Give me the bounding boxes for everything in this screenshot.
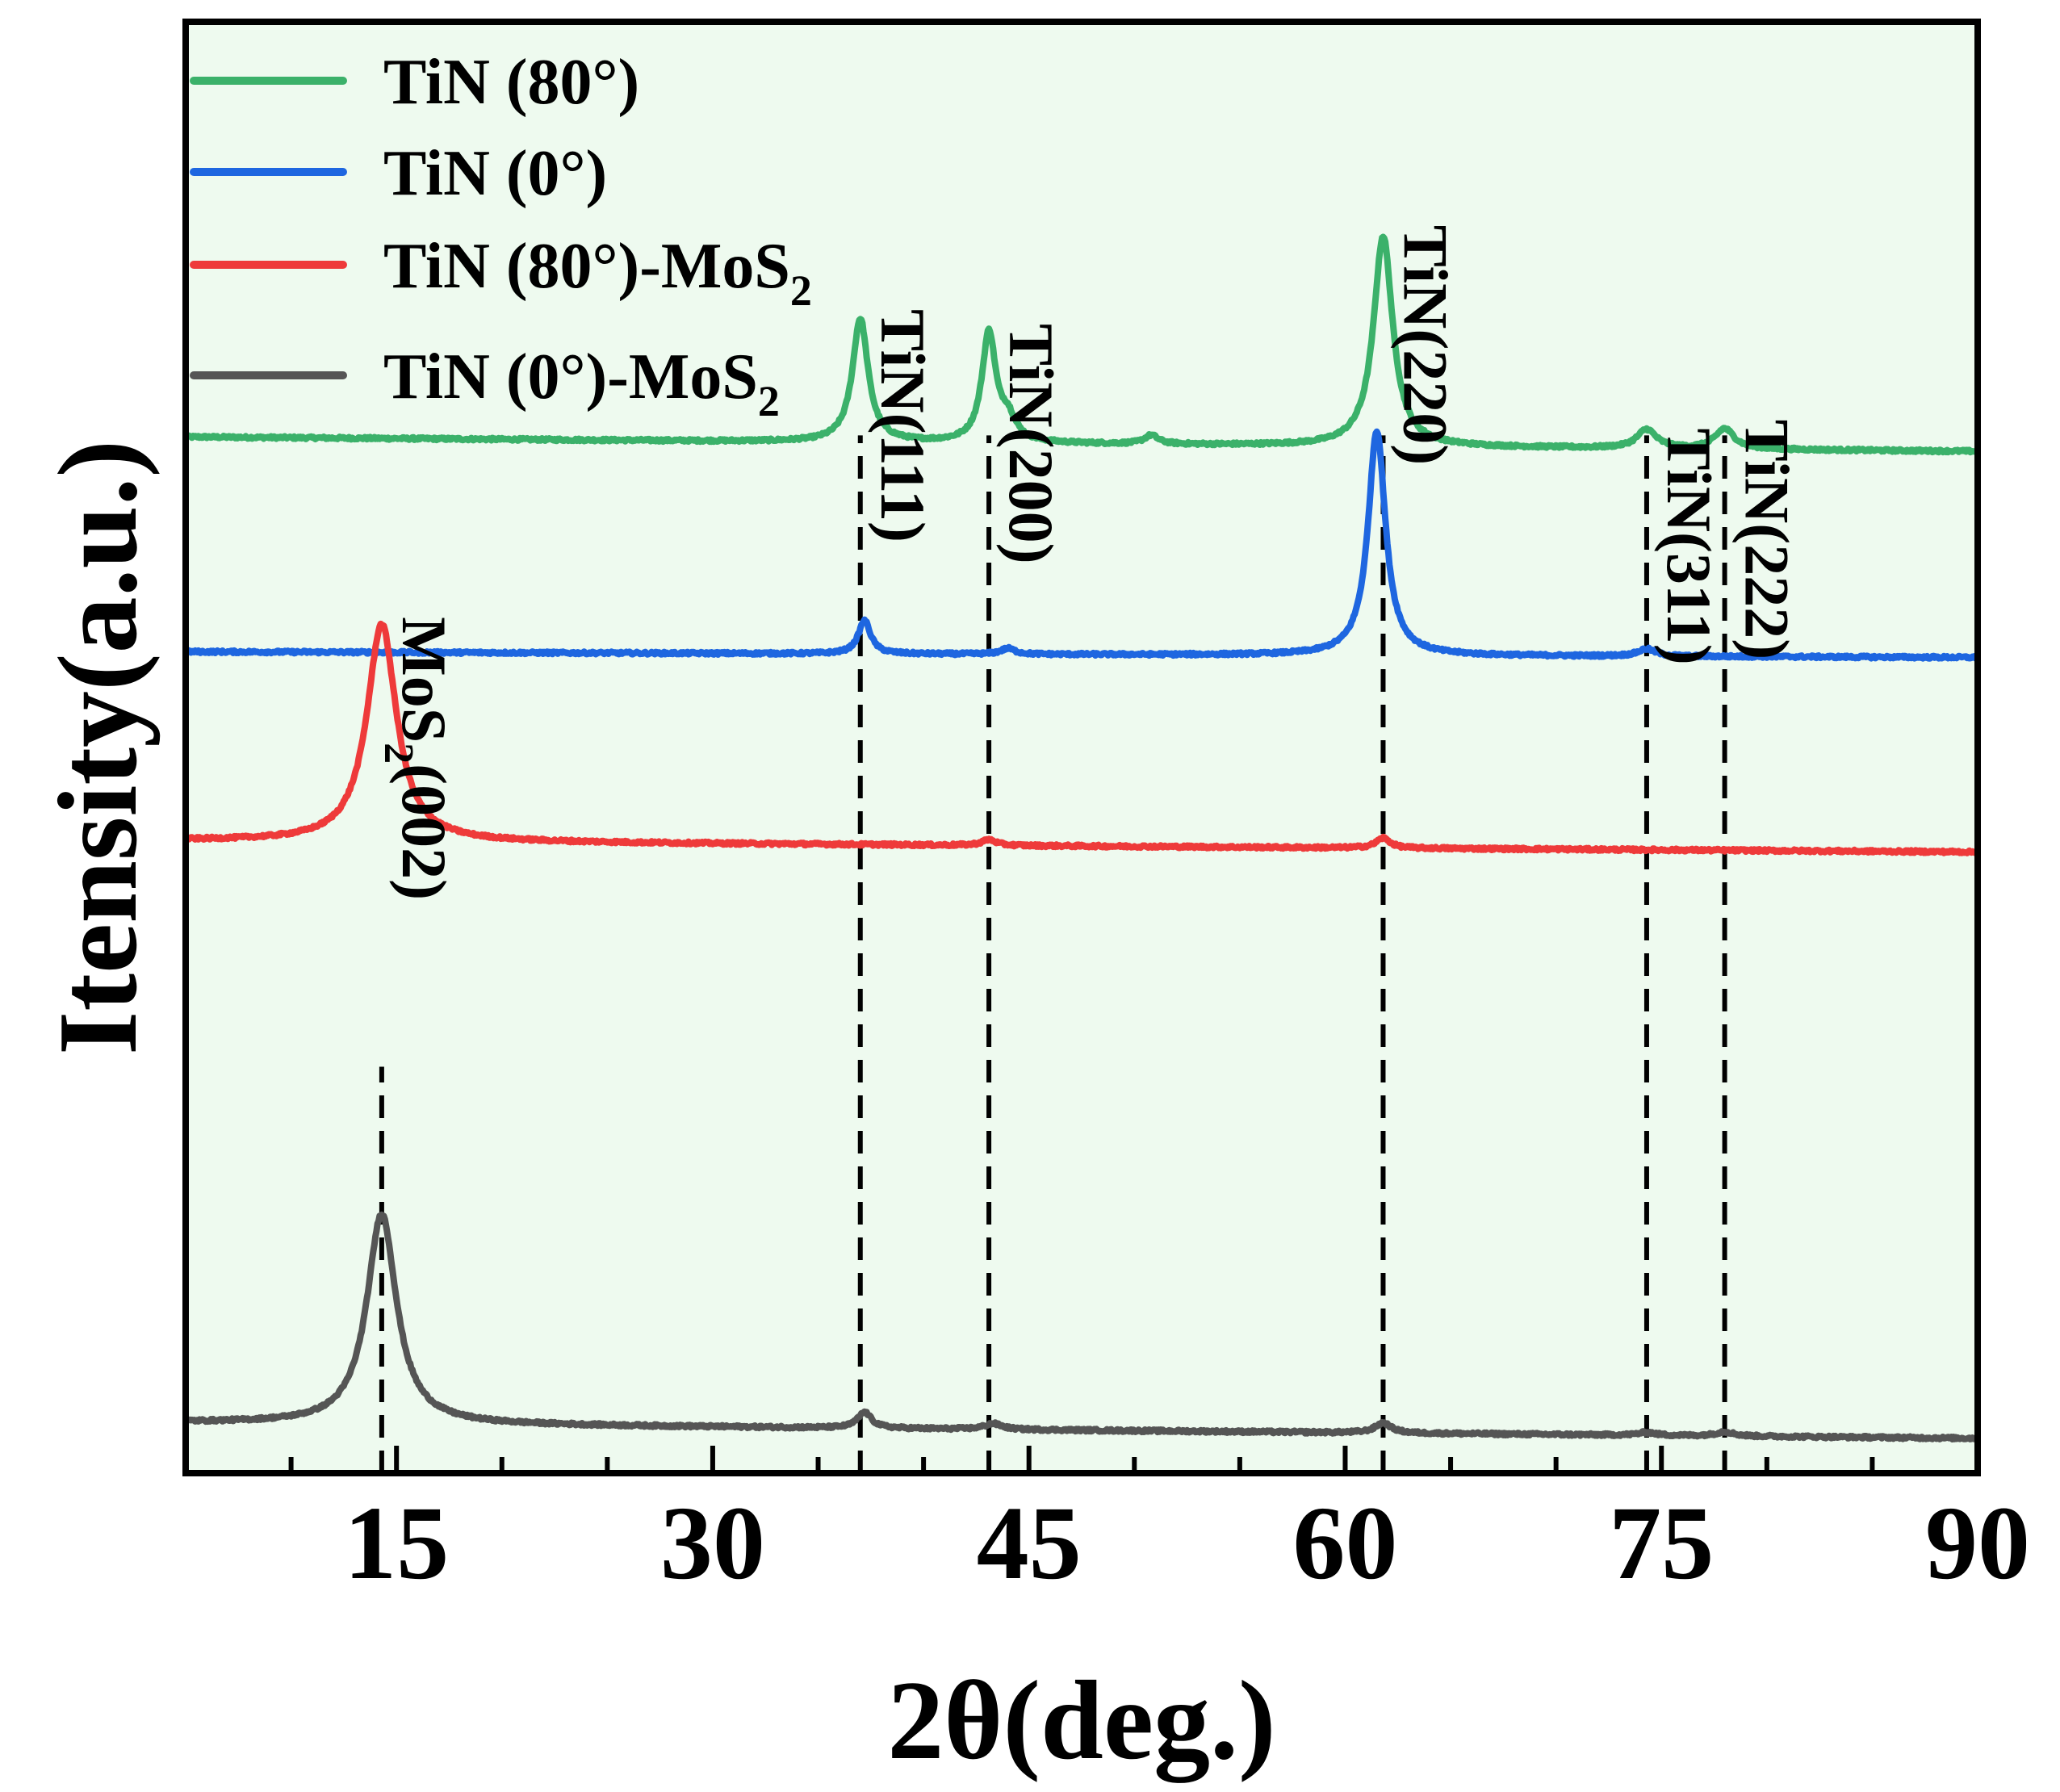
peak-label-main: TiN(200): [996, 324, 1066, 564]
peak-label-main: TiN(222): [1732, 420, 1802, 660]
series-line-0: [183, 233, 1980, 456]
x-tick-label: 45: [977, 1485, 1082, 1601]
x-tick-label: 30: [660, 1485, 765, 1601]
peak-label-tail: (002): [389, 764, 459, 900]
y-axis-title: Itensity(a.u.): [36, 440, 161, 1055]
plot-background: [186, 22, 1978, 1473]
peak-label-0: MoS2(002): [375, 617, 459, 900]
peak-label-2: TiN(200): [996, 324, 1066, 564]
peak-reference-lines: [379, 435, 1727, 1473]
peak-label-3: TiN(220): [1390, 225, 1460, 466]
series-line-1: [182, 428, 1980, 662]
legend-label-0: TiN (80°): [383, 47, 639, 118]
peak-label-main: MoS: [389, 617, 459, 743]
peak-label-main: TiN(111): [868, 309, 938, 542]
peak-labels: MoS2(002) TiN(111) TiN(200) TiN(220) TiN(311…: [375, 225, 1802, 900]
peak-label-sub: 2: [375, 743, 421, 764]
peak-label-5: TiN(222): [1732, 420, 1802, 660]
x-axis-ticks: 15 30 45 60 75 90: [288, 1446, 2030, 1601]
peak-label-main: TiN(220): [1390, 225, 1460, 466]
series-line-2: [183, 620, 1980, 856]
peak-label-4: TiN(311): [1654, 428, 1724, 664]
peak-label-1: TiN(111): [868, 309, 938, 542]
plot-frame: [182, 19, 1981, 1476]
peak-label-main: TiN(311): [1654, 428, 1724, 664]
x-tick-label: 60: [1292, 1485, 1397, 1601]
legend-label-3: TiN (0°)-MoS2: [383, 341, 780, 425]
legend-label-1: TiN (0°): [383, 138, 607, 209]
x-tick-label: 15: [344, 1485, 449, 1601]
series-lines: [182, 233, 1980, 1442]
x-tick-label: 90: [1925, 1485, 2030, 1601]
series-line-3: [182, 1211, 1980, 1442]
legend: TiN (80°) TiN (0°) TiN (80°)-MoS2 TiN (0°)-…: [190, 47, 812, 425]
x-axis-title: 2θ(deg.): [887, 1658, 1275, 1783]
legend-label-2: TiN (80°)-MoS2: [383, 231, 812, 315]
x-tick-label: 75: [1609, 1485, 1714, 1601]
